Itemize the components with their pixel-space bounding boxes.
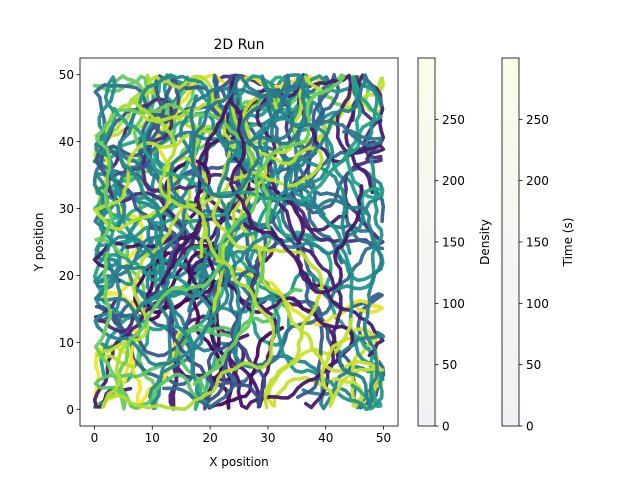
x-tick-label: 40: [318, 431, 333, 445]
colorbar-tick-label: 200: [526, 174, 549, 188]
colorbar-tick-label: 200: [442, 174, 465, 188]
colorbar-tick-label: 50: [442, 358, 457, 372]
plot-frame: [79, 57, 399, 427]
x-tick-label: 50: [376, 431, 391, 445]
trajectory-lines: [92, 73, 386, 412]
y-axis-ticks: 0 10 20 30 40 50: [59, 68, 80, 417]
y-tick-label: 30: [59, 202, 74, 216]
colorbar-tick-label: 0: [442, 420, 450, 434]
density-colorbar: [417, 57, 436, 427]
y-tick-label: 40: [59, 135, 74, 149]
trajectory-line: [141, 74, 384, 315]
colorbar-tick-label: 150: [442, 236, 465, 250]
trajectory-line: [160, 76, 364, 295]
colorbar-tick-label: 0: [526, 420, 534, 434]
trajectory-line: [93, 177, 385, 367]
colorbar-tick-label: 250: [526, 113, 549, 127]
trajectory-line: [116, 73, 352, 316]
y-tick-label: 10: [59, 336, 74, 350]
density-colorbar-label: Density: [478, 219, 492, 265]
trajectory-line: [143, 116, 335, 359]
y-tick-label: 50: [59, 68, 74, 82]
x-tick-label: 30: [260, 431, 275, 445]
time-colorbar-ticks: 0 50 100 150 200 250: [519, 113, 549, 434]
colorbar-tick-label: 250: [442, 113, 465, 127]
trajectory-line: [238, 75, 385, 408]
x-tick-label: 0: [91, 431, 99, 445]
y-axis-label: Y position: [32, 213, 46, 273]
time-colorbar: [501, 57, 520, 427]
trajectory-line: [94, 94, 216, 410]
trajectory-line: [190, 73, 383, 199]
colorbar-tick-label: 50: [526, 358, 541, 372]
colorbar-tick-label: 100: [526, 297, 549, 311]
trajectory-line: [92, 234, 355, 410]
trajectory-line: [283, 73, 386, 409]
time-colorbar-label: Time (s): [561, 218, 575, 268]
density-colorbar-ticks: 0 50 100 150 200 250: [435, 113, 465, 434]
x-tick-label: 20: [202, 431, 217, 445]
x-axis-ticks: 0 10 20 30 40 50: [91, 426, 391, 445]
trajectory-line: [94, 74, 295, 333]
trajectory-line: [94, 102, 273, 386]
chart-title: 2D Run: [214, 37, 265, 53]
y-tick-label: 0: [66, 403, 74, 417]
colorbar-tick-label: 100: [442, 297, 465, 311]
trajectory-line: [93, 75, 345, 411]
y-tick-label: 20: [59, 269, 74, 283]
trajectory-line: [101, 101, 276, 412]
colorbar-tick-label: 150: [526, 236, 549, 250]
x-axis-label: X position: [209, 455, 269, 469]
trajectory-line: [112, 76, 385, 216]
x-tick-label: 10: [145, 431, 160, 445]
